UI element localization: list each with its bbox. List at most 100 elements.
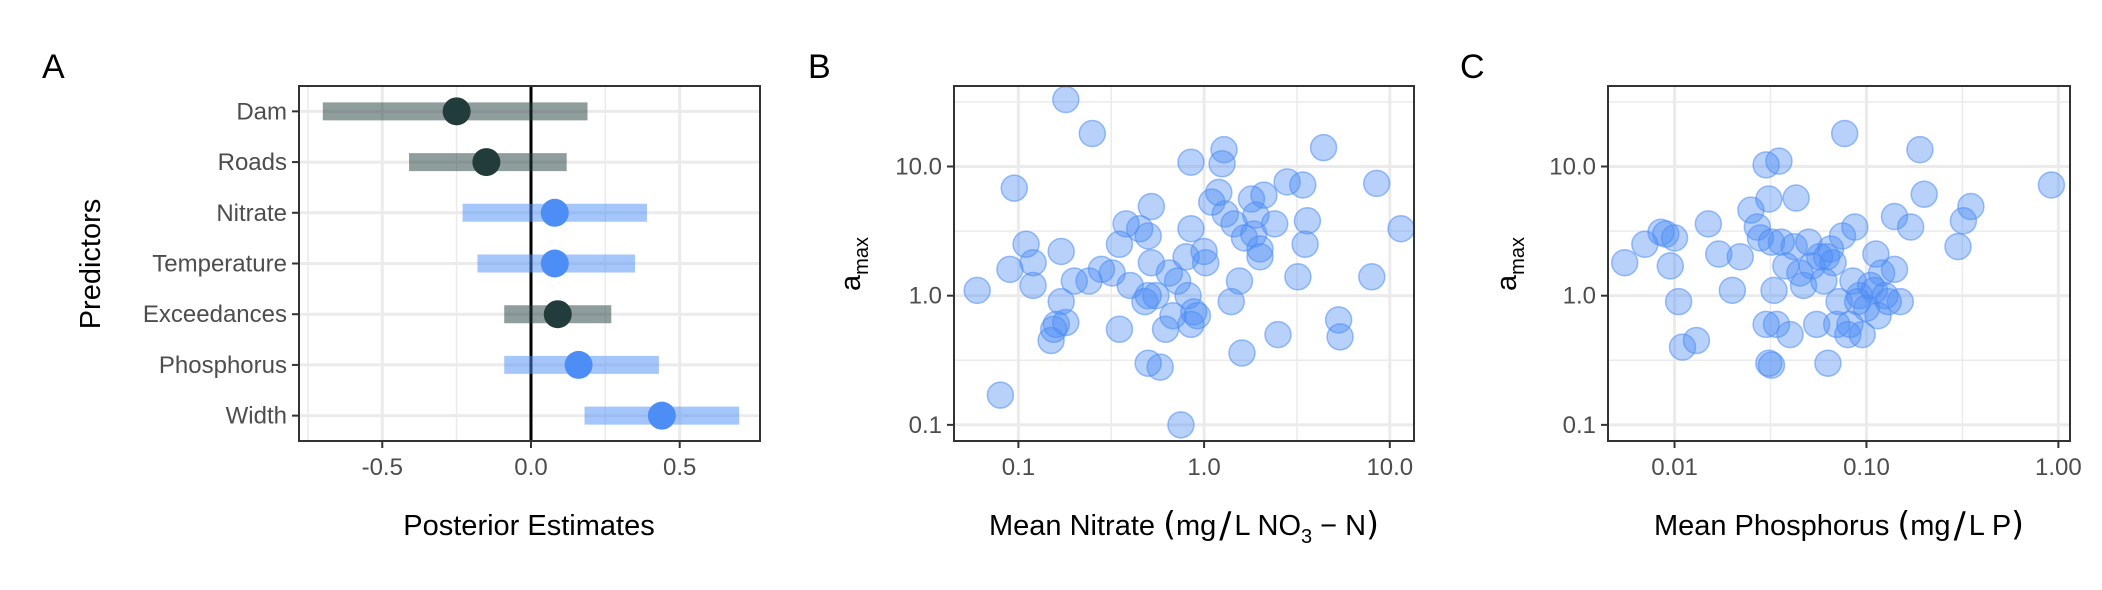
data-point	[1755, 185, 1783, 213]
data-point	[1183, 301, 1212, 330]
panel-c-gridlines	[1608, 86, 2070, 441]
x-tick-label: -0.5	[362, 454, 403, 481]
data-point	[1798, 252, 1826, 280]
data-point	[1794, 228, 1823, 256]
data-point	[1087, 255, 1116, 284]
data-point	[1078, 119, 1107, 148]
data-point	[1125, 214, 1154, 243]
panel-b-label: B	[808, 48, 831, 86]
y-tick-label-temperature: Temperature	[152, 251, 287, 278]
data-point	[996, 255, 1024, 284]
data-point	[1293, 207, 1322, 235]
data-point	[1246, 243, 1274, 271]
panel-a-x-title: Posterior Estimates	[403, 510, 654, 542]
data-point	[1174, 281, 1202, 310]
panel-b-axes: 0.1 1.0 10.0 0.1 1.0 10.0	[895, 154, 1413, 481]
data-point	[1228, 339, 1256, 367]
x-tick-label: 10.0	[1366, 454, 1413, 481]
data-point	[1326, 323, 1354, 351]
data-point	[1830, 119, 1859, 148]
data-point	[1190, 237, 1218, 266]
data-point	[1210, 135, 1238, 164]
data-point	[1047, 237, 1075, 266]
data-point	[1134, 349, 1162, 377]
data-point	[1246, 235, 1274, 263]
data-point	[1167, 411, 1195, 439]
x-tick-label: 0.10	[1843, 454, 1890, 481]
data-point	[1019, 248, 1047, 277]
data-point	[1037, 326, 1065, 355]
data-point	[1134, 281, 1162, 310]
x-tick-label: 0.5	[663, 454, 696, 481]
y-tick-label: 0.1	[1563, 412, 1596, 439]
panel-c: C 0.01 0.10 1.00 0.1 1.0 10.0 Mean Phosphorus…	[1460, 48, 2082, 546]
data-point	[1047, 287, 1075, 316]
data-point	[1264, 320, 1292, 349]
data-point	[1289, 171, 1317, 199]
data-point	[1052, 85, 1080, 114]
data-point	[1880, 202, 1909, 231]
data-point	[1159, 301, 1187, 330]
data-point	[1610, 248, 1639, 277]
panel-c-points	[1610, 119, 2066, 379]
data-point	[1177, 214, 1205, 243]
data-point	[1647, 218, 1675, 246]
data-point	[1746, 224, 1775, 252]
data-point	[1060, 267, 1089, 295]
data-point	[986, 381, 1015, 409]
data-point	[1757, 351, 1786, 379]
data-point	[1358, 263, 1386, 291]
data-point	[1682, 326, 1711, 355]
data-point	[1906, 135, 1934, 164]
data-point	[1694, 210, 1723, 238]
y-tick-label: 0.1	[909, 412, 942, 439]
data-point	[1137, 192, 1166, 221]
x-tick-label: 0.1	[1002, 454, 1035, 481]
data-point	[1042, 310, 1071, 339]
panel-b-x-title: Mean Nitrate (mg/L NO3 − N)	[989, 504, 1379, 548]
data-point	[1944, 232, 1972, 261]
data-point	[1957, 192, 1985, 221]
estimate-point-phosphorus	[564, 350, 593, 379]
data-point	[1656, 252, 1685, 280]
panel-c-axes: 0.01 0.10 1.00 0.1 1.0 10.0	[1549, 154, 2081, 481]
data-point	[1217, 287, 1245, 316]
estimate-point-dam	[442, 97, 471, 126]
y-tick-label: 1.0	[1563, 283, 1596, 310]
data-point	[1668, 333, 1697, 361]
data-point	[1205, 178, 1233, 207]
y-tick-label-exceedances: Exceedances	[143, 301, 287, 328]
estimate-point-exceedances	[543, 300, 572, 329]
data-point	[1387, 214, 1415, 243]
data-point	[1760, 276, 1788, 305]
data-point	[1705, 240, 1733, 268]
data-point	[1208, 150, 1236, 178]
data-point	[1142, 281, 1170, 310]
data-point	[1177, 148, 1205, 176]
y-tick-label: 1.0	[909, 283, 942, 310]
data-point	[1309, 133, 1338, 162]
y-tick-label-nitrate: Nitrate	[216, 200, 287, 227]
data-point	[1134, 222, 1162, 250]
data-point	[1949, 207, 1978, 235]
data-point	[1874, 287, 1903, 316]
panel-b-gridlines	[954, 86, 1414, 441]
data-point	[1163, 267, 1192, 295]
panel-b-points	[963, 85, 1415, 439]
data-point	[1012, 230, 1040, 259]
data-point	[1757, 228, 1786, 256]
data-point	[1180, 298, 1208, 326]
estimate-point-width	[647, 401, 676, 430]
panel-c-x-title: Mean Phosphorus (mg/L P)	[1654, 504, 2024, 546]
panel-a-y-title: Predictors	[75, 199, 107, 330]
data-point	[1019, 271, 1047, 300]
data-point	[1814, 349, 1842, 377]
y-tick-label: 10.0	[895, 154, 942, 181]
estimate-point-roads	[472, 148, 501, 177]
data-point	[1910, 180, 1938, 208]
x-tick-label: 1.00	[2035, 454, 2082, 481]
data-point	[1776, 320, 1804, 349]
panel-b: B 0.1 1.0 10.0 0.1 1.0 10.0 Mean Nitrate (mg/…	[808, 48, 1415, 548]
data-point	[2037, 171, 2066, 199]
panel-c-label: C	[1460, 48, 1485, 86]
